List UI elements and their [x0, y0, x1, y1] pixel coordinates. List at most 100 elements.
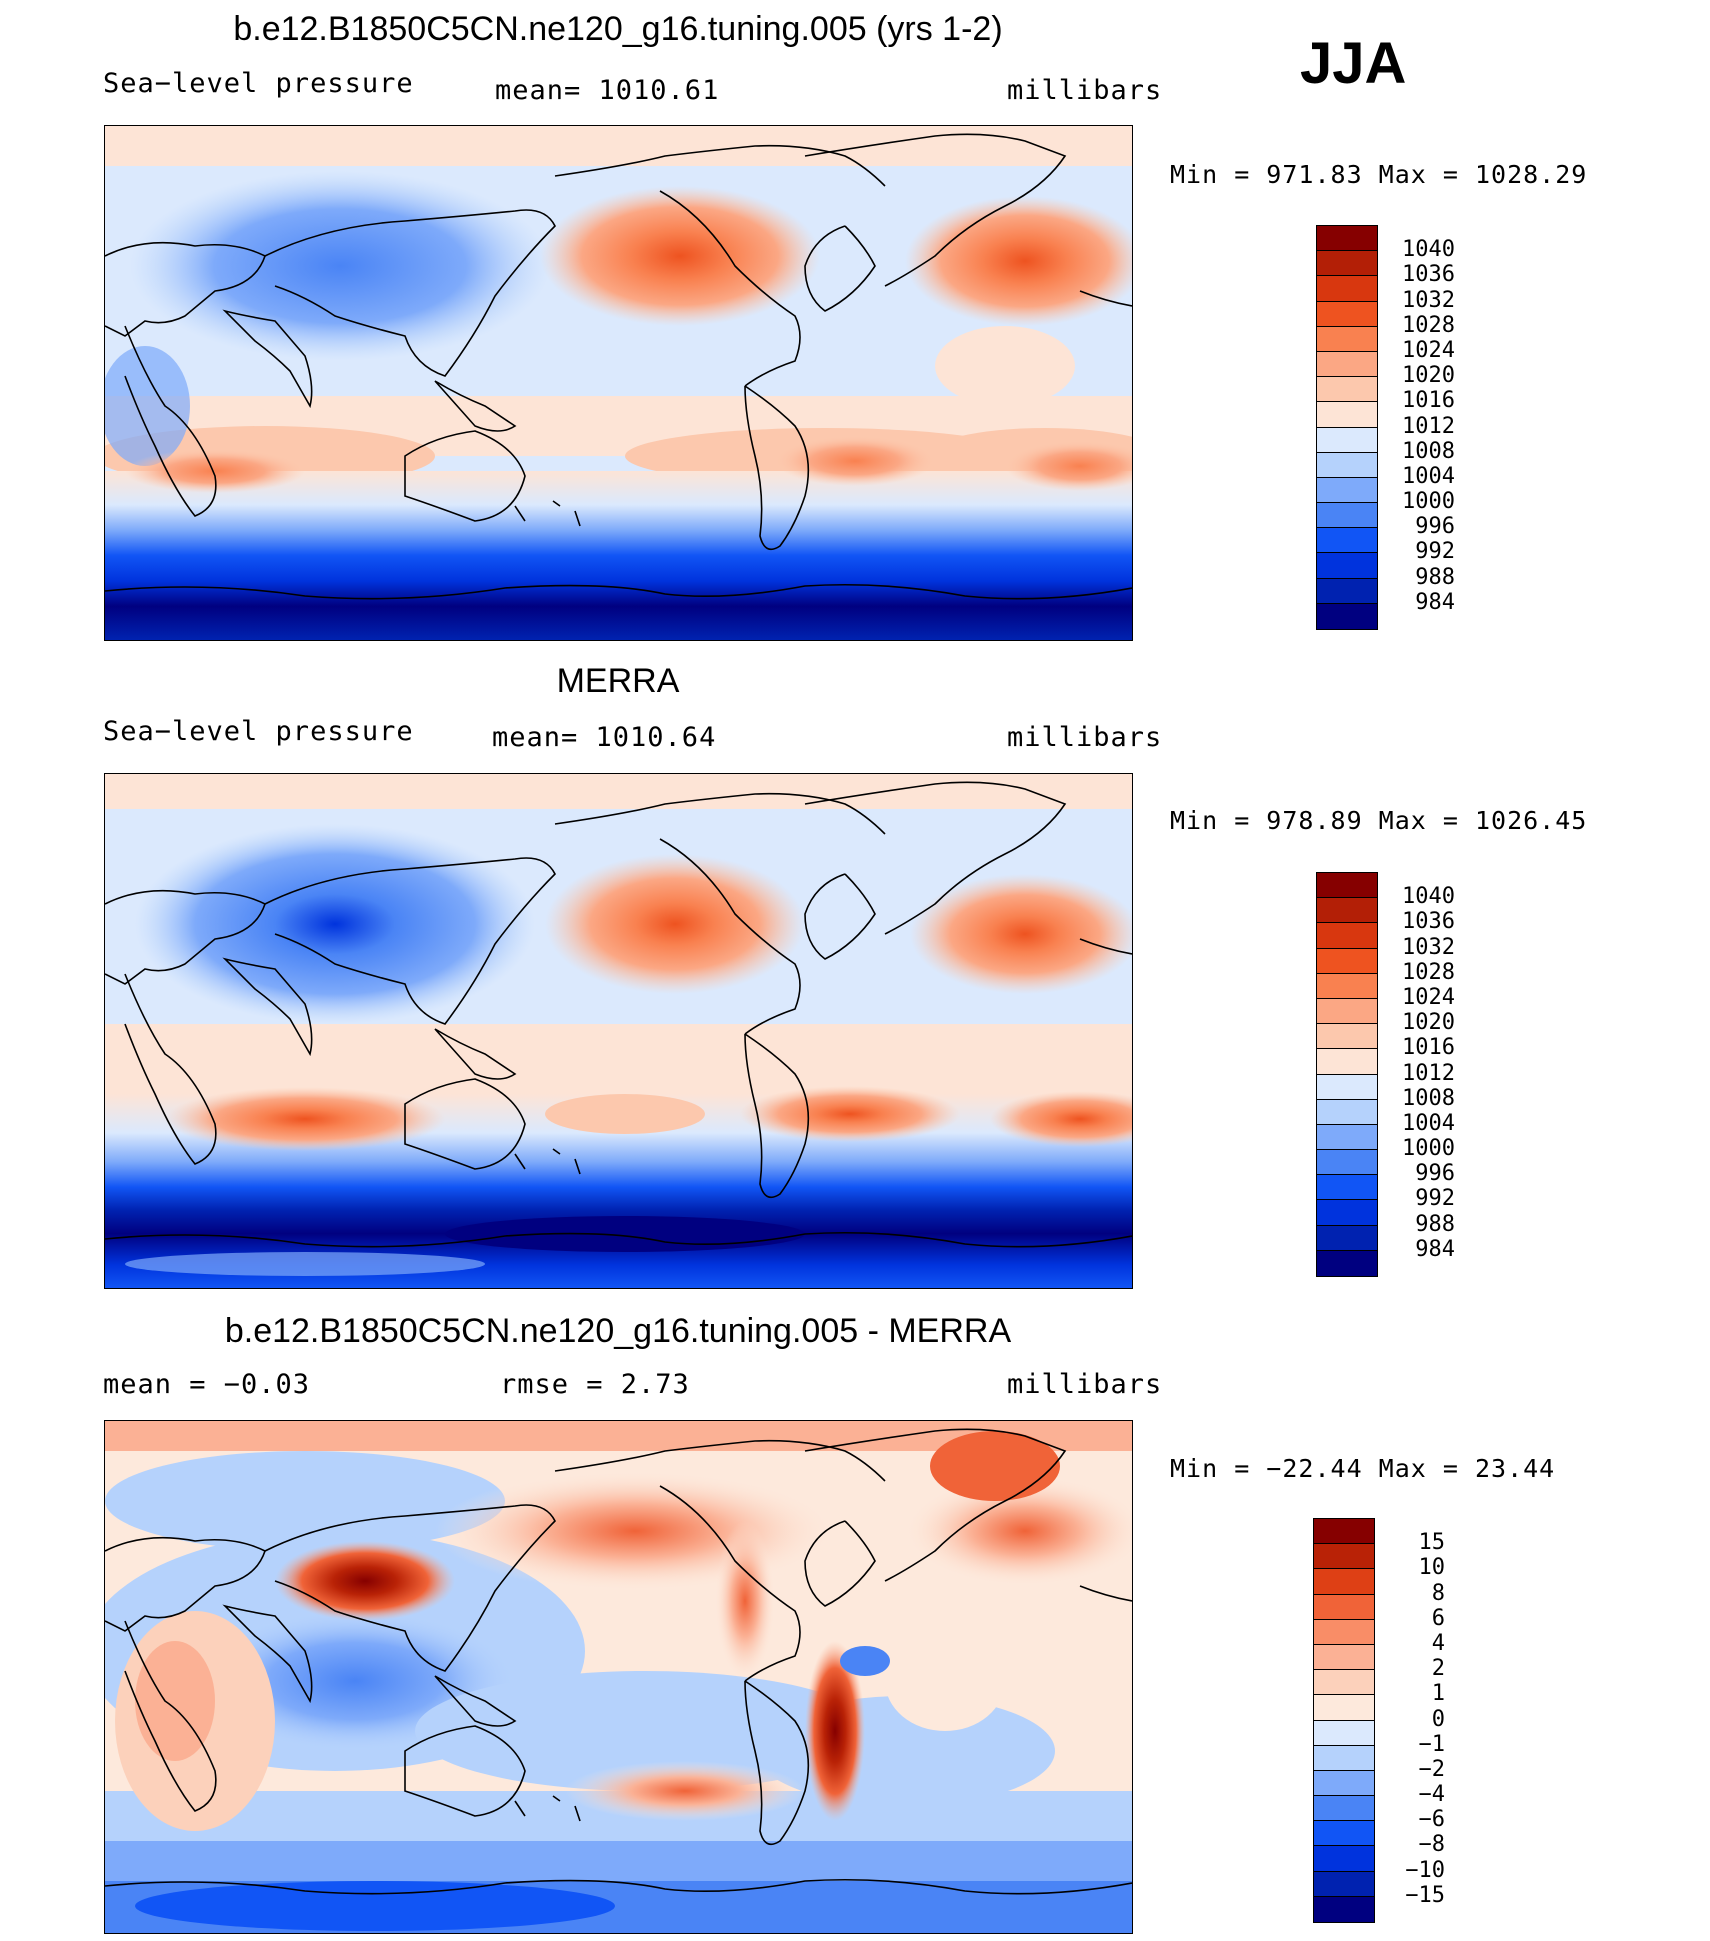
- colorbar-tick-label: 8: [1431, 1580, 1445, 1606]
- colorbar-tick-label: 1012: [1402, 1060, 1455, 1086]
- colorbar-swatch: [1317, 276, 1377, 302]
- panel3-map: [104, 1420, 1133, 1934]
- colorbar-tick-label: 1040: [1402, 237, 1455, 263]
- panel2-map: [104, 773, 1133, 1289]
- colorbar-tick-label: 992: [1415, 539, 1455, 565]
- colorbar-tick-label: 984: [1415, 1236, 1455, 1262]
- colorbar-swatch: [1317, 603, 1377, 629]
- panel3-minmax: Min = −22.44 Max = 23.44: [1170, 1454, 1556, 1483]
- panel3-rmse-label: rmse = 2.73: [500, 1369, 690, 1400]
- colorbar-swatch: [1317, 226, 1377, 252]
- colorbar-tick-label: 1028: [1402, 312, 1455, 338]
- colorbar-swatch: [1317, 477, 1377, 504]
- panel1-units-label: millibars: [1007, 75, 1163, 106]
- colorbar-tick-label: −10: [1405, 1857, 1445, 1883]
- colorbar-swatch: [1314, 1871, 1374, 1897]
- panel3-colorbar-labels: 15 10 8 6 4 2 1 0 −1 −2 −4 −6 −8 −10 −15: [1355, 1518, 1455, 1923]
- colorbar-tick-label: 996: [1415, 514, 1455, 540]
- panel1-colorbar-labels: 1040 1036 1032 1028 1024 1020 1016 1012 1008 1004…: [1365, 225, 1465, 630]
- colorbar-swatch: [1317, 1099, 1377, 1125]
- panel1-variable-label: Sea−level pressure: [103, 68, 414, 99]
- panel1-minmax: Min = 971.83 Max = 1028.29: [1170, 160, 1588, 189]
- colorbar-swatch: [1317, 377, 1377, 403]
- colorbar-swatch: [1317, 1124, 1377, 1151]
- season-label: JJA: [1300, 31, 1407, 96]
- colorbar-tick-label: 1004: [1402, 463, 1455, 489]
- colorbar-tick-label: 1000: [1402, 489, 1455, 515]
- colorbar-swatch: [1314, 1745, 1374, 1771]
- colorbar-swatch: [1317, 1024, 1377, 1050]
- colorbar-swatch: [1317, 1150, 1377, 1176]
- colorbar-swatch: [1317, 553, 1377, 579]
- colorbar-tick-label: 0: [1431, 1706, 1445, 1732]
- colorbar-swatch: [1317, 402, 1377, 428]
- colorbar-swatch: [1314, 1544, 1374, 1570]
- colorbar-tick-label: 988: [1415, 564, 1455, 590]
- colorbar-tick-label: 1008: [1402, 438, 1455, 464]
- panel2-minmax: Min = 978.89 Max = 1026.45: [1170, 806, 1588, 835]
- panel1-mean-label: mean= 1010.61: [495, 75, 720, 106]
- colorbar-swatch: [1317, 973, 1377, 999]
- colorbar-swatch: [1314, 1770, 1374, 1797]
- panel2-title: MERRA: [556, 662, 680, 700]
- colorbar-tick-label: 1016: [1402, 388, 1455, 414]
- panel3-mean-label: mean = −0.03: [103, 1369, 311, 1400]
- panel3-units-label: millibars: [1007, 1369, 1163, 1400]
- panel2-colorbar: [1316, 872, 1378, 1277]
- colorbar-tick-label: 1000: [1402, 1136, 1455, 1162]
- colorbar-tick-label: 1028: [1402, 959, 1455, 985]
- colorbar-swatch: [1317, 578, 1377, 604]
- colorbar-swatch: [1317, 1225, 1377, 1251]
- panel2-mean-label: mean= 1010.64: [492, 722, 717, 753]
- colorbar-swatch: [1314, 1846, 1374, 1872]
- colorbar-swatch: [1317, 427, 1377, 453]
- colorbar-swatch: [1314, 1720, 1374, 1746]
- colorbar-swatch: [1317, 898, 1377, 924]
- colorbar-tick-label: 996: [1415, 1161, 1455, 1187]
- panel3-title: b.e12.B1850C5CN.ne120_g16.tuning.005 - M…: [224, 1312, 1012, 1350]
- colorbar-tick-label: 992: [1415, 1186, 1455, 1212]
- colorbar-swatch: [1314, 1695, 1374, 1721]
- colorbar-swatch: [1314, 1821, 1374, 1847]
- colorbar-tick-label: −15: [1405, 1882, 1445, 1908]
- colorbar-tick-label: 15: [1418, 1530, 1446, 1556]
- colorbar-swatch: [1317, 251, 1377, 277]
- panel2-colorbar-labels: 1040 1036 1032 1028 1024 1020 1016 1012 1008 1004…: [1365, 872, 1465, 1277]
- colorbar-tick-label: 1016: [1402, 1035, 1455, 1061]
- colorbar-tick-label: −4: [1418, 1782, 1446, 1808]
- colorbar-swatch: [1317, 503, 1377, 529]
- colorbar-swatch: [1317, 1200, 1377, 1226]
- colorbar-swatch: [1317, 351, 1377, 378]
- colorbar-tick-label: 1024: [1402, 337, 1455, 363]
- panel1-map: [104, 125, 1133, 641]
- colorbar-tick-label: 1012: [1402, 413, 1455, 439]
- colorbar-tick-label: 6: [1431, 1605, 1445, 1631]
- colorbar-tick-label: 2: [1431, 1656, 1445, 1682]
- colorbar-swatch: [1314, 1619, 1374, 1645]
- colorbar-tick-label: −1: [1418, 1731, 1446, 1757]
- colorbar-tick-label: 1036: [1402, 262, 1455, 288]
- panel2-units-label: millibars: [1007, 722, 1163, 753]
- colorbar-tick-label: 1008: [1402, 1085, 1455, 1111]
- colorbar-tick-label: 984: [1415, 589, 1455, 615]
- colorbar-swatch: [1317, 452, 1377, 478]
- colorbar-tick-label: 1032: [1402, 934, 1455, 960]
- colorbar-swatch: [1317, 326, 1377, 352]
- panel3-map-field: [105, 1421, 1132, 1933]
- panel2-variable-label: Sea−level pressure: [103, 716, 414, 747]
- panel2-map-field: [105, 774, 1132, 1288]
- colorbar-tick-label: −2: [1418, 1756, 1446, 1782]
- colorbar-tick-label: 4: [1431, 1630, 1445, 1656]
- colorbar-swatch: [1317, 528, 1377, 554]
- colorbar-swatch: [1317, 948, 1377, 974]
- colorbar-tick-label: 1020: [1402, 1010, 1455, 1036]
- colorbar-swatch: [1314, 1896, 1374, 1922]
- colorbar-swatch: [1317, 923, 1377, 949]
- colorbar-swatch: [1314, 1594, 1374, 1620]
- colorbar-tick-label: 1: [1431, 1681, 1445, 1707]
- colorbar-swatch: [1317, 301, 1377, 327]
- colorbar-swatch: [1317, 1175, 1377, 1201]
- colorbar-tick-label: −8: [1418, 1832, 1446, 1858]
- colorbar-tick-label: 988: [1415, 1211, 1455, 1237]
